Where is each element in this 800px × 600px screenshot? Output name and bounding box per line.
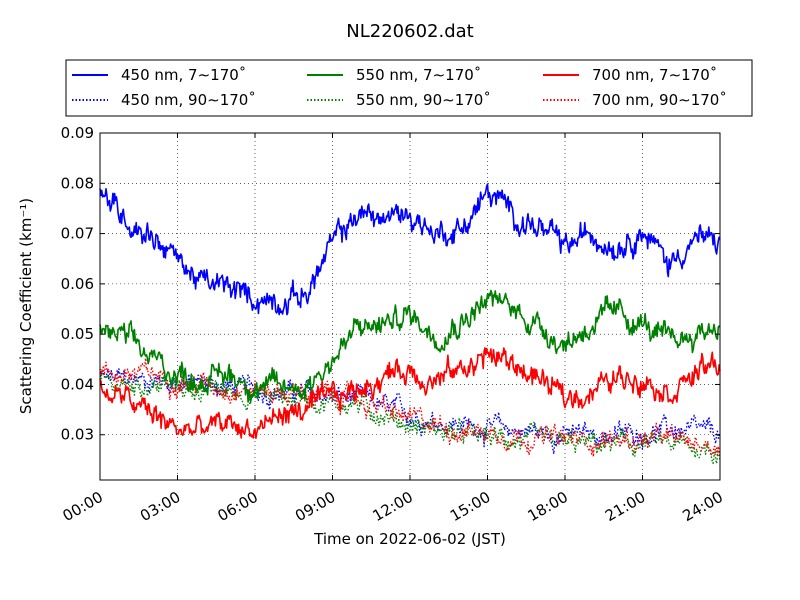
legend-label-5: 700 nm, 90∼170˚ xyxy=(592,91,727,109)
x-tick-label: 06:00 xyxy=(215,488,261,525)
y-tick-label: 0.04 xyxy=(61,375,94,393)
y-axis-label: Scattering Coefficient (km⁻¹) xyxy=(17,198,35,414)
legend-label-3: 450 nm, 90∼170˚ xyxy=(121,91,256,109)
y-tick-label: 0.06 xyxy=(61,275,94,293)
series-line-2 xyxy=(99,347,721,439)
legend-frame xyxy=(65,59,753,117)
y-tick-label: 0.07 xyxy=(61,225,94,243)
legend-label-0: 450 nm, 7∼170˚ xyxy=(121,66,246,84)
chart-title: NL220602.dat xyxy=(346,21,473,42)
series-line-5 xyxy=(99,357,721,458)
x-tick-label: 03:00 xyxy=(137,488,183,525)
legend-label-2: 700 nm, 7∼170˚ xyxy=(592,66,717,84)
legend: 450 nm, 7∼170˚ 550 nm, 7∼170˚ 700 nm, 7∼17… xyxy=(65,59,753,117)
series-line-4 xyxy=(99,370,721,465)
series-line-1 xyxy=(99,289,721,403)
x-axis-label: Time on 2022-06-02 (JST) xyxy=(313,530,506,548)
legend-label-1: 550 nm, 7∼170˚ xyxy=(356,66,481,84)
series-line-0 xyxy=(99,183,721,316)
x-tick-label: 18:00 xyxy=(525,488,571,525)
x-tick-label: 21:00 xyxy=(602,488,648,525)
x-tick-label: 15:00 xyxy=(447,488,493,525)
x-tick-label: 12:00 xyxy=(370,488,416,525)
x-tick-label: 00:00 xyxy=(60,488,106,525)
y-tick-label: 0.03 xyxy=(61,426,94,444)
plot-area xyxy=(99,183,721,465)
y-tick-label: 0.05 xyxy=(61,325,94,343)
y-tick-label: 0.08 xyxy=(61,174,94,192)
x-tick-label: 24:00 xyxy=(680,488,726,525)
x-tick-label: 09:00 xyxy=(292,488,338,525)
legend-label-4: 550 nm, 90∼170˚ xyxy=(356,91,491,109)
y-tick-label: 0.09 xyxy=(61,124,94,142)
